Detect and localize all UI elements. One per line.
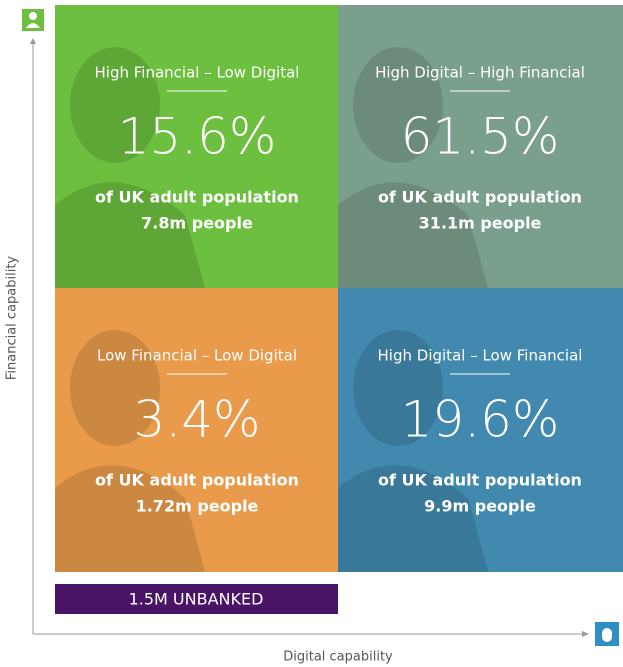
quadrant-title: High Digital – Low Financial [378,347,583,365]
quadrant-population: of UK adult population [95,471,299,490]
quadrant-title: Low Financial – Low Digital [97,347,297,365]
y-arrow [30,38,36,44]
quadrant-percent: 61.5% [401,108,560,166]
mouse-icon-shape [602,628,612,642]
quadrant-percent: 19.6% [401,391,560,449]
quadrant-population: of UK adult population [378,188,582,207]
quadrant-people: 7.8m people [141,214,253,233]
unbanked-label: 1.5M UNBANKED [129,590,264,609]
x-axis-label: Digital capability [283,650,393,665]
y-axis-label: Financial capability [5,256,20,381]
quadrant-title: High Financial – Low Digital [95,64,300,82]
quadrant-percent: 15.6% [118,108,277,166]
person-icon-head [29,12,37,20]
x-arrow [582,631,589,637]
infographic: Financial capability Digital capability … [0,0,623,667]
matrix: Financial capability Digital capability … [0,0,623,667]
quadrant-population: of UK adult population [95,188,299,207]
quadrant-title: High Digital – High Financial [375,64,585,82]
quadrant-people: 31.1m people [419,214,542,233]
quadrant-people: 9.9m people [424,497,536,516]
quadrant-percent: 3.4% [133,391,260,449]
quadrant-population: of UK adult population [378,471,582,490]
quadrant-people: 1.72m people [136,497,259,516]
